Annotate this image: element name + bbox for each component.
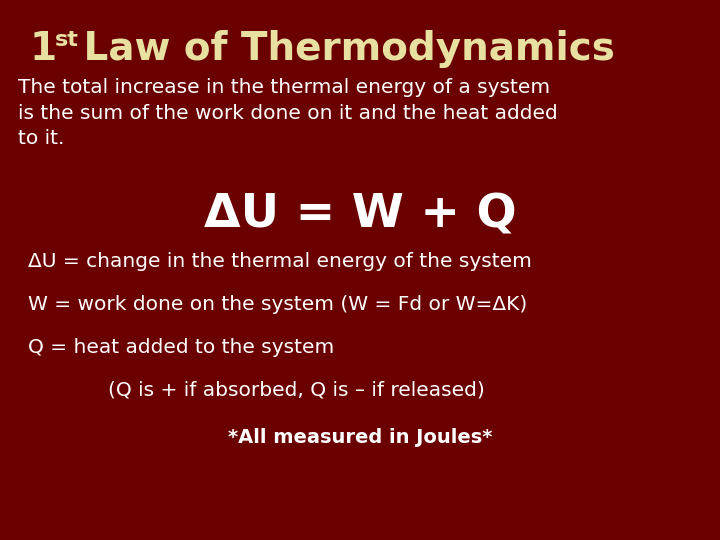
Text: W = work done on the system (W = Fd or W=ΔK): W = work done on the system (W = Fd or W… bbox=[28, 295, 527, 314]
Text: ΔU = W + Q: ΔU = W + Q bbox=[204, 192, 516, 237]
Text: ΔU = change in the thermal energy of the system: ΔU = change in the thermal energy of the… bbox=[28, 252, 532, 271]
Text: st: st bbox=[55, 30, 79, 50]
Text: 1: 1 bbox=[30, 30, 57, 68]
Text: *All measured in Joules*: *All measured in Joules* bbox=[228, 428, 492, 447]
Text: Q = heat added to the system: Q = heat added to the system bbox=[28, 338, 334, 357]
Text: (Q is + if absorbed, Q is – if released): (Q is + if absorbed, Q is – if released) bbox=[108, 380, 485, 399]
Text: The total increase in the thermal energy of a system
is the sum of the work done: The total increase in the thermal energy… bbox=[18, 78, 558, 148]
Text: Law of Thermodynamics: Law of Thermodynamics bbox=[70, 30, 615, 68]
